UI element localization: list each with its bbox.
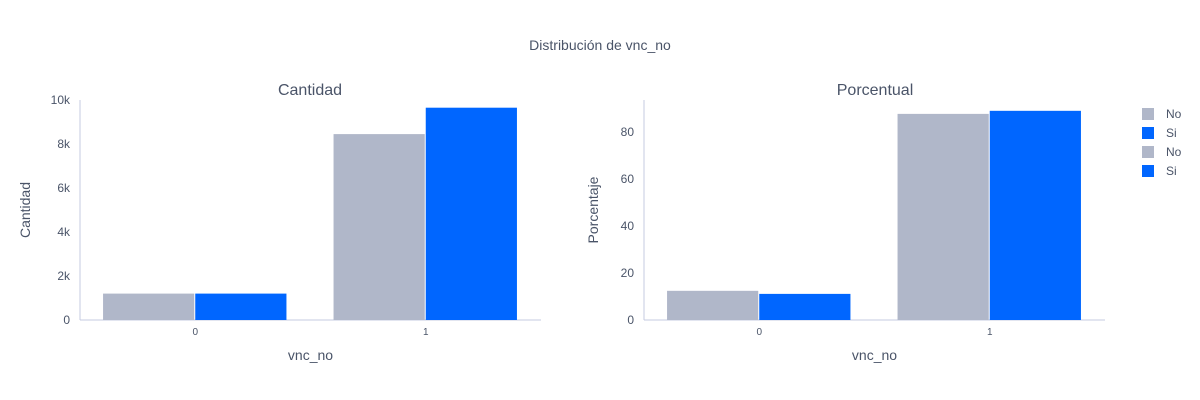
y-tick-label: 6k [57,181,71,195]
y-axis-title: Porcentaje [585,176,601,243]
legend-swatch [1142,127,1154,139]
bar-si-0[interactable] [195,293,287,320]
y-tick-label: 0 [627,313,634,327]
y-tick-label: 20 [621,266,635,280]
y-tick-label: 4k [57,225,71,239]
legend-swatch [1142,165,1154,177]
legend-label: No [1166,107,1182,121]
y-tick-label: 8k [57,137,71,151]
x-tick-label: 0 [756,327,762,338]
x-tick-label: 1 [987,327,993,338]
x-tick-label: 1 [423,327,429,338]
bar-si-1[interactable] [989,110,1081,320]
bar-no-1[interactable] [897,113,989,320]
bar-si-1[interactable] [425,107,517,320]
chart-panels: Cantidad 0 2k 4k 6k 8k 10k 0 1 vnc_no Cantidad Porc… [17,82,1105,363]
legend-item-no[interactable]: No [1142,107,1182,121]
y-axis-title: Cantidad [17,182,33,238]
legend-label: No [1166,145,1182,159]
chart-panel-2: Porcentual 0 20 40 60 80 0 1 vnc_no Porcentaje [585,82,1105,363]
x-axis-title: vnc_no [852,347,897,363]
bar-no-0[interactable] [103,293,195,320]
y-tick-label: 10k [51,93,71,107]
legend-item-no[interactable]: No [1142,145,1182,159]
x-tick-label: 0 [192,327,198,338]
y-tick-label: 60 [621,172,635,186]
legend-item-si[interactable]: Si [1142,164,1177,178]
y-tick-label: 0 [63,313,70,327]
legend-swatch [1142,146,1154,158]
subplot-title: Cantidad [278,82,342,99]
legend-label: Si [1166,126,1177,140]
legend[interactable]: No Si No Si [1142,107,1182,178]
y-tick-label: 2k [57,269,71,283]
y-tick-label: 40 [621,219,635,233]
x-axis-title: vnc_no [288,347,333,363]
y-tick-label: 80 [621,125,635,139]
figure-title: Distribución de vnc_no [529,37,671,53]
bar-no-1[interactable] [333,134,425,320]
bar-si-0[interactable] [759,293,851,320]
legend-label: Si [1166,164,1177,178]
chart-panel-1: Cantidad 0 2k 4k 6k 8k 10k 0 1 vnc_no Cantidad [17,82,541,363]
legend-item-si[interactable]: Si [1142,126,1177,140]
subplot-title: Porcentual [837,82,914,99]
bar-no-0[interactable] [667,290,759,320]
legend-swatch [1142,108,1154,120]
